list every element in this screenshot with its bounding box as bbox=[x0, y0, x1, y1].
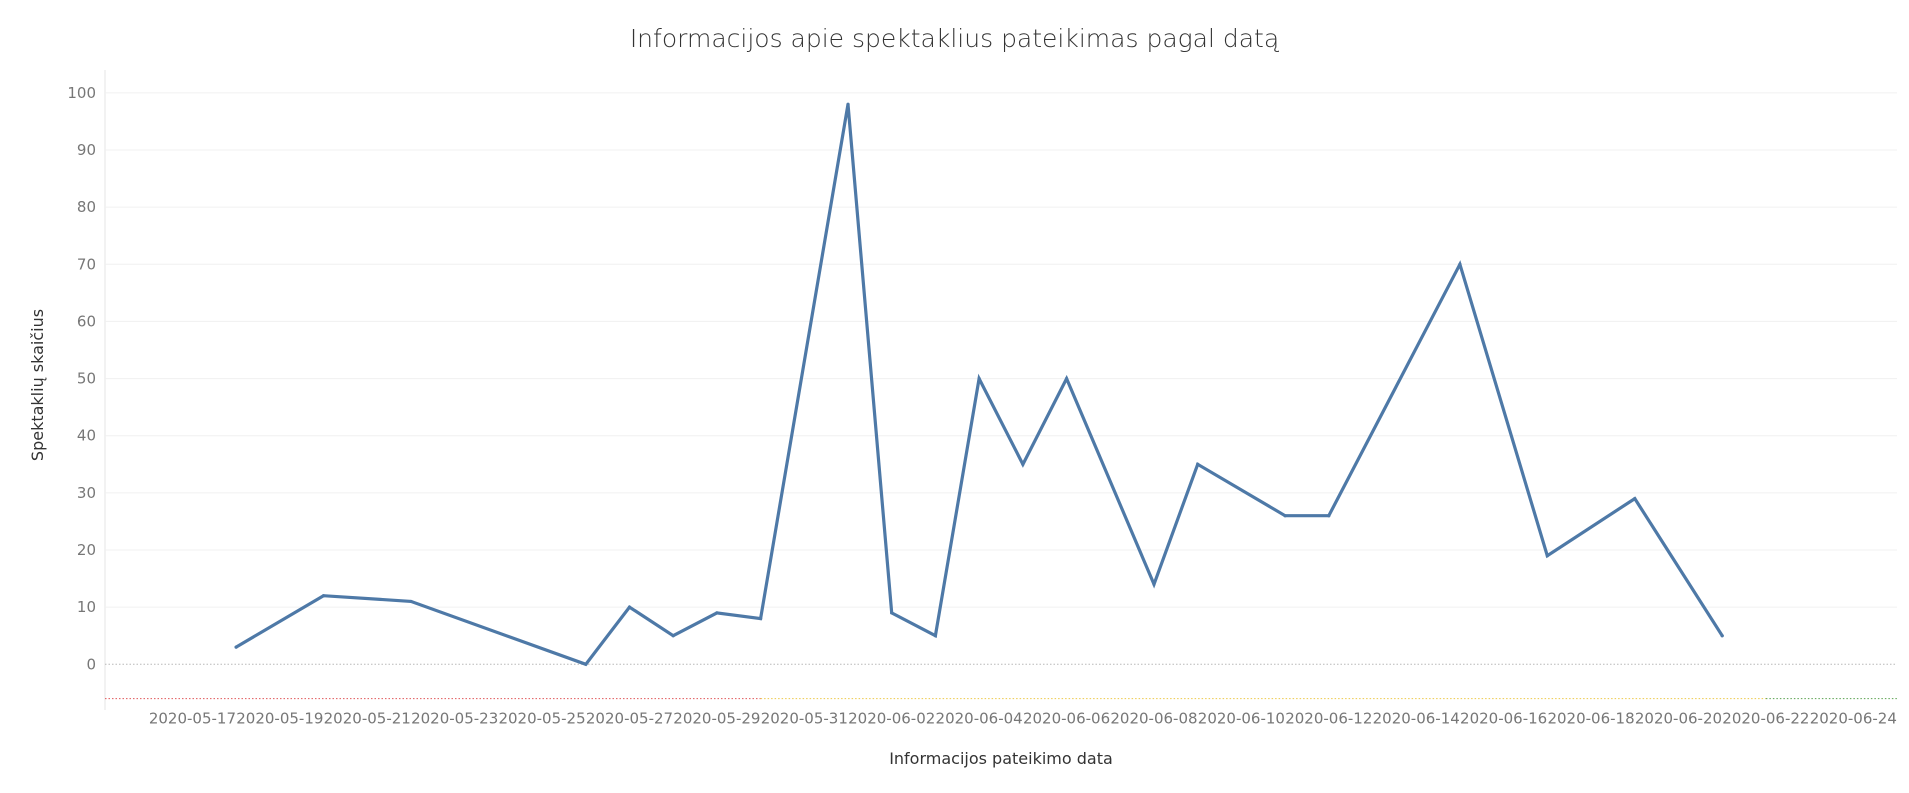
y-tick-label: 50 bbox=[77, 370, 96, 388]
x-tick-label: 2020-06-10 bbox=[1198, 710, 1285, 728]
x-tick-label: 2020-05-21 bbox=[324, 710, 411, 728]
data-point bbox=[1458, 262, 1462, 266]
y-tick-label: 60 bbox=[77, 312, 96, 330]
x-tick-label: 2020-05-29 bbox=[673, 710, 760, 728]
data-point bbox=[409, 599, 413, 604]
y-tick-label: 0 bbox=[86, 655, 96, 673]
chart-title: Informacijos apie spektaklius pateikimas… bbox=[629, 24, 1280, 53]
y-tick-label: 10 bbox=[77, 598, 96, 616]
y-tick-label: 70 bbox=[77, 255, 96, 273]
x-axis-ticks: 2020-05-17 2020-05-19 2020-05-21 2020-05-23… bbox=[149, 710, 1897, 728]
x-tick-label: 2020-06-12 bbox=[1285, 710, 1372, 728]
x-tick-label: 2020-05-17 bbox=[149, 710, 236, 728]
data-point bbox=[1720, 634, 1724, 638]
x-axis-title: Informacijos pateikimo data bbox=[889, 749, 1113, 768]
data-point bbox=[846, 102, 850, 106]
series bbox=[234, 102, 1724, 667]
data-point bbox=[1283, 514, 1287, 518]
x-tick-label: 2020-05-27 bbox=[586, 710, 673, 728]
y-tick-label: 20 bbox=[77, 541, 96, 559]
y-tick-label: 30 bbox=[77, 484, 96, 502]
data-point bbox=[759, 616, 763, 621]
data-point bbox=[715, 611, 719, 615]
data-point bbox=[933, 634, 938, 638]
data-point bbox=[321, 594, 326, 598]
x-tick-label: 2020-06-08 bbox=[1110, 710, 1197, 728]
x-tick-label: 2020-05-19 bbox=[236, 710, 323, 728]
x-tick-label: 2020-06-16 bbox=[1460, 710, 1547, 728]
x-tick-label: 2020-05-25 bbox=[498, 710, 585, 728]
x-tick-label: 2020-06-02 bbox=[848, 710, 935, 728]
data-line bbox=[234, 104, 1724, 667]
y-axis-title: Spektaklių skaičius bbox=[28, 309, 47, 461]
data-point bbox=[627, 605, 632, 609]
y-tick-label: 40 bbox=[77, 427, 96, 445]
data-point bbox=[1152, 582, 1156, 586]
x-tick-label: 2020-05-31 bbox=[761, 710, 848, 728]
data-point bbox=[1021, 462, 1025, 466]
x-tick-label: 2020-06-14 bbox=[1373, 710, 1460, 728]
data-point bbox=[1327, 514, 1331, 518]
x-tick-label: 2020-05-23 bbox=[411, 710, 498, 728]
data-point bbox=[1545, 554, 1549, 558]
data-point bbox=[1064, 376, 1069, 381]
data-point bbox=[584, 662, 588, 666]
data-point bbox=[977, 376, 981, 381]
data-point bbox=[234, 645, 238, 649]
gridlines bbox=[104, 70, 1897, 710]
y-tick-label: 100 bbox=[67, 84, 96, 102]
data-point bbox=[671, 634, 675, 638]
y-tick-label: 90 bbox=[77, 141, 96, 159]
data-point bbox=[890, 611, 894, 615]
data-point bbox=[1196, 462, 1200, 466]
x-tick-label: 2020-06-04 bbox=[936, 710, 1023, 728]
x-tick-label: 2020-06-22 bbox=[1722, 710, 1809, 728]
y-axis-ticks: 0 10 20 30 40 50 60 70 80 90 100 bbox=[67, 84, 96, 673]
y-tick-label: 80 bbox=[77, 198, 96, 216]
x-tick-label: 2020-06-20 bbox=[1635, 710, 1722, 728]
x-tick-label: 2020-06-06 bbox=[1023, 710, 1110, 728]
x-tick-label: 2020-06-18 bbox=[1547, 710, 1634, 728]
x-tick-label: 2020-06-24 bbox=[1810, 710, 1897, 728]
data-point bbox=[1633, 496, 1637, 501]
